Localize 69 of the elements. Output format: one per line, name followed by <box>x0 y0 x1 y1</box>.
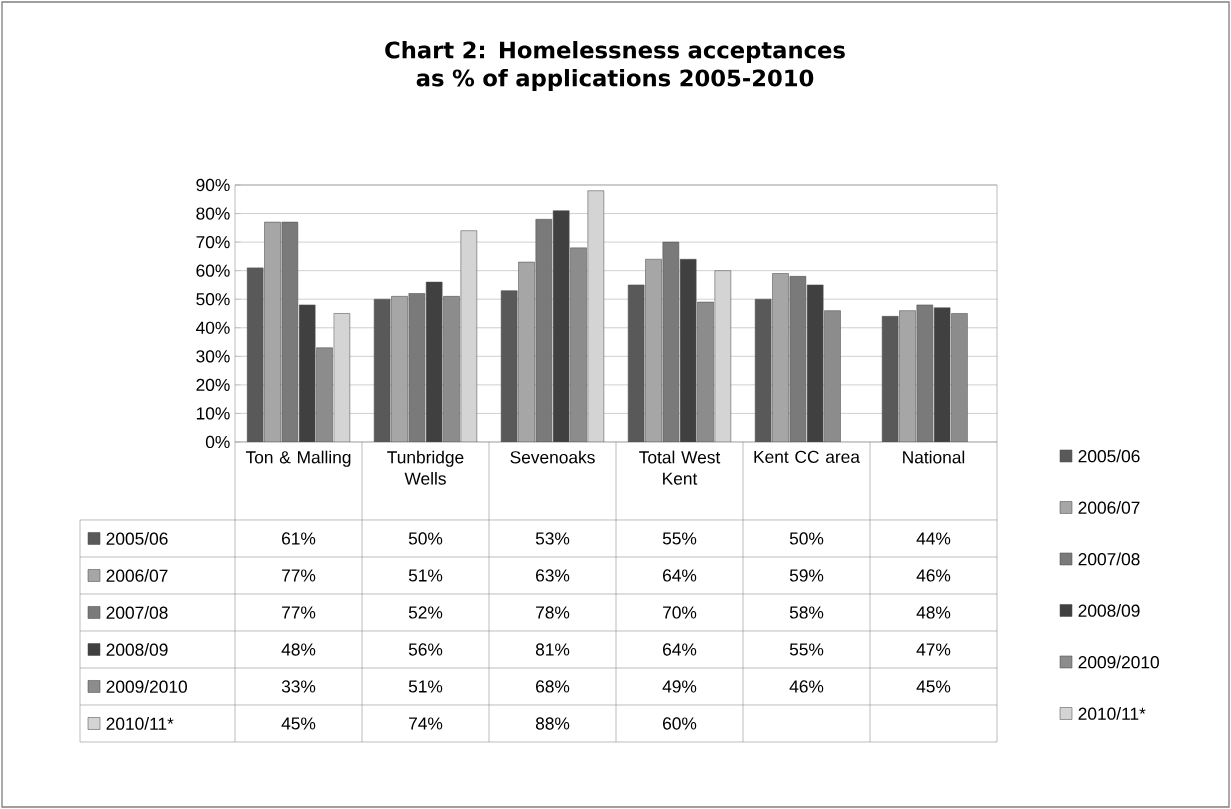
data-label: 45% <box>281 717 316 730</box>
data-label: 88% <box>535 717 570 730</box>
data-label: 48% <box>916 606 951 619</box>
y-tick-label: 30% <box>196 350 230 363</box>
data-label: 51% <box>408 680 443 693</box>
text: 2006/07 <box>1078 501 1140 514</box>
data-label: 50% <box>789 532 824 545</box>
y-tick-label: 90% <box>196 178 230 192</box>
bar <box>754 298 772 442</box>
text: 2008/09 <box>106 643 168 656</box>
data-label: 61% <box>282 532 316 545</box>
data-label: 74% <box>409 717 443 730</box>
data-label: 44% <box>916 532 951 545</box>
y-tick-label: 10% <box>196 407 230 420</box>
data-label: 33% <box>281 680 316 693</box>
y-tick-label: 0% <box>205 435 230 449</box>
data-label: 64% <box>663 643 697 656</box>
data-label: 63% <box>536 569 570 582</box>
data-label: 47% <box>916 643 951 656</box>
data-label: 55% <box>789 643 824 656</box>
y-tick-label: 20% <box>196 378 230 392</box>
data-label: 78% <box>536 606 570 619</box>
legend-label: 2006/07 <box>106 569 168 582</box>
y-tick-label: 80% <box>196 207 230 220</box>
data-label: 50% <box>408 532 443 545</box>
x-tick-label: National <box>903 450 965 464</box>
text: 2005/06 <box>1078 449 1140 463</box>
data-label: 77% <box>282 606 316 619</box>
data-label: 46% <box>916 569 951 582</box>
data-label: 58% <box>789 606 824 619</box>
data-label: 45% <box>916 680 951 693</box>
x-tick-label: Sevenoaks <box>510 450 595 464</box>
bar <box>881 316 899 442</box>
data-label: 59% <box>789 569 824 582</box>
data-label: 48% <box>281 643 316 656</box>
legend-label: 2009/2010 <box>1078 655 1159 669</box>
data-label: 77% <box>282 569 316 582</box>
data-label: 64% <box>663 569 697 582</box>
data-label: 51% <box>408 569 443 582</box>
chart-title: Chart 2: Homelessness acceptances as % of applications 2005-2010 <box>385 41 845 91</box>
bar <box>500 290 518 442</box>
y-tick-label: 40% <box>196 321 230 334</box>
data-label: 52% <box>408 606 443 619</box>
legend-label: 2007/08 <box>1078 552 1140 566</box>
y-tick-label: 60% <box>196 264 230 277</box>
bar <box>373 298 391 442</box>
legend-label: 2005/06 <box>106 532 168 545</box>
x-tick-label: Kent CC area <box>754 450 860 463</box>
legend-label: 2008/09 <box>1078 604 1140 617</box>
data-label: 46% <box>789 680 824 693</box>
bar <box>627 284 645 442</box>
data-label: 55% <box>662 532 697 545</box>
legend-label: 2010/11* <box>106 717 174 730</box>
text: 2009/2010 <box>106 680 187 693</box>
data-label: 70% <box>663 606 697 619</box>
text: 2007/08 <box>106 606 168 619</box>
data-label: 68% <box>536 680 570 693</box>
y-tick-label: 70% <box>196 235 230 249</box>
x-tick-label: Ton & Malling <box>245 450 351 467</box>
y-tick-label: 50% <box>196 293 230 306</box>
data-label: 60% <box>663 717 697 730</box>
x-tick-label: Total West Kent <box>639 450 721 485</box>
data-label: 53% <box>535 532 570 545</box>
x-tick-label: Tunbridge Wells <box>387 450 464 485</box>
data-label: 49% <box>662 680 697 693</box>
text: 2010/11* <box>1078 707 1146 720</box>
data-label: 56% <box>408 643 443 656</box>
bar <box>246 267 264 442</box>
data-label: 81% <box>535 643 570 656</box>
